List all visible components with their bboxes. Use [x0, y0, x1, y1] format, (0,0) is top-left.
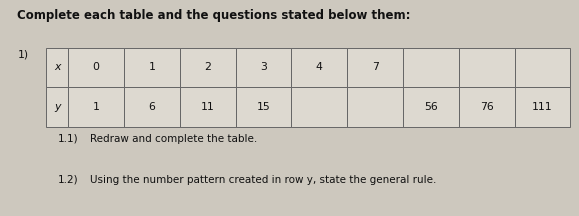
- Text: 56: 56: [424, 102, 438, 113]
- Bar: [291, 48, 347, 87]
- Text: 4: 4: [316, 62, 323, 73]
- Bar: [180, 87, 236, 127]
- Bar: [180, 48, 236, 87]
- Text: 1: 1: [149, 62, 155, 73]
- Bar: [459, 48, 515, 87]
- Bar: [291, 87, 347, 127]
- Text: x: x: [54, 62, 61, 73]
- Text: 15: 15: [256, 102, 270, 113]
- Bar: [124, 48, 180, 87]
- Text: 6: 6: [149, 102, 155, 113]
- Bar: [46, 48, 68, 87]
- Text: 0: 0: [93, 62, 100, 73]
- Text: Redraw and complete the table.: Redraw and complete the table.: [90, 134, 257, 144]
- Text: 11: 11: [201, 102, 215, 113]
- Bar: [124, 87, 180, 127]
- Text: 1: 1: [93, 102, 100, 113]
- Text: 1.2): 1.2): [58, 175, 79, 185]
- Bar: [46, 87, 68, 127]
- Bar: [347, 87, 403, 127]
- Bar: [68, 87, 124, 127]
- Bar: [236, 87, 291, 127]
- Text: y: y: [54, 102, 61, 113]
- Bar: [403, 87, 459, 127]
- Bar: [347, 48, 403, 87]
- Bar: [515, 48, 570, 87]
- Bar: [459, 87, 515, 127]
- Text: Using the number pattern created in row y, state the general rule.: Using the number pattern created in row …: [90, 175, 436, 185]
- Bar: [403, 48, 459, 87]
- Text: 3: 3: [260, 62, 267, 73]
- Text: 76: 76: [480, 102, 493, 113]
- Text: 1.1): 1.1): [58, 134, 79, 144]
- Bar: [515, 87, 570, 127]
- Bar: [236, 48, 291, 87]
- Bar: [68, 48, 124, 87]
- Text: Complete each table and the questions stated below them:: Complete each table and the questions st…: [17, 9, 411, 22]
- Text: 111: 111: [532, 102, 553, 113]
- Text: 1): 1): [17, 50, 28, 60]
- Text: 7: 7: [372, 62, 379, 73]
- Text: 2: 2: [204, 62, 211, 73]
